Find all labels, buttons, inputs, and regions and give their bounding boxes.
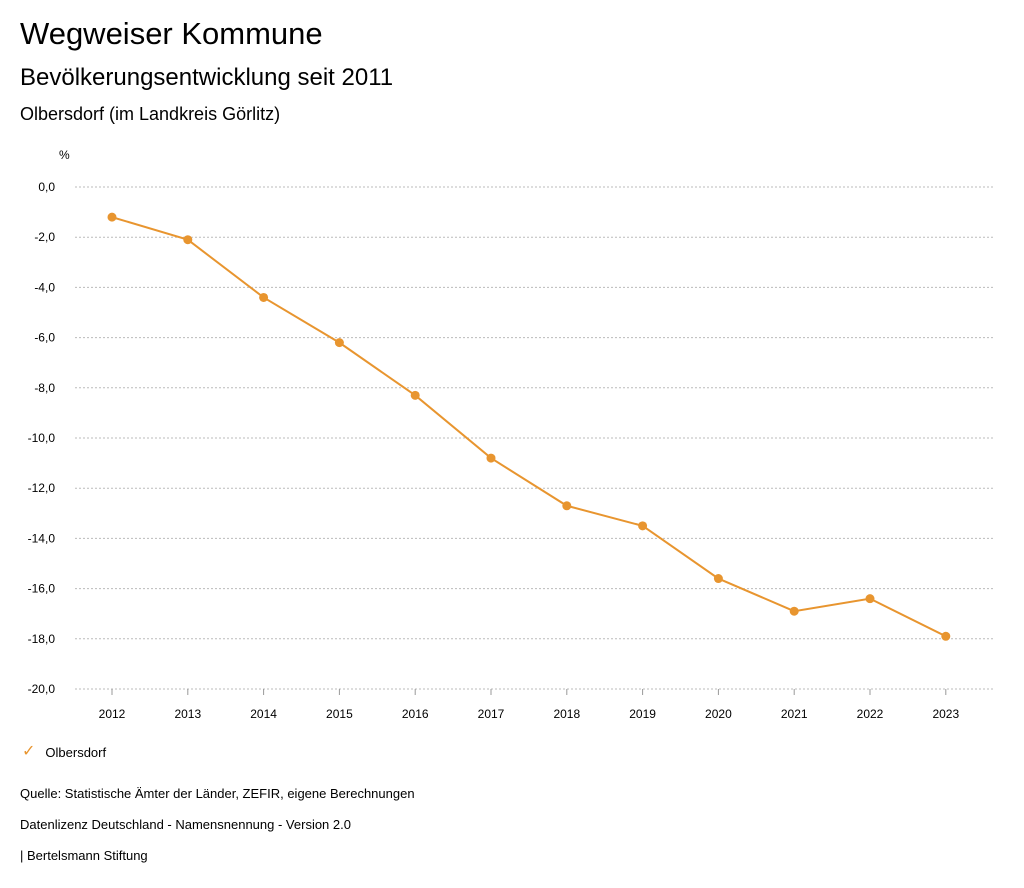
data-point[interactable]: [638, 521, 648, 531]
data-point[interactable]: [562, 501, 572, 511]
x-tick-label: 2023: [932, 707, 959, 721]
data-point[interactable]: [183, 235, 193, 245]
y-tick-label: -14,0: [28, 531, 56, 545]
x-tick-label: 2013: [174, 707, 201, 721]
data-point[interactable]: [713, 574, 723, 584]
y-tick-label: -18,0: [28, 632, 56, 646]
region-label: Olbersdorf (im Landkreis Görlitz): [20, 104, 281, 124]
chart-title: Wegweiser Kommune: [20, 16, 323, 51]
y-tick-label: -8,0: [34, 381, 55, 395]
data-point[interactable]: [486, 453, 496, 463]
data-point[interactable]: [865, 594, 875, 604]
checkmark-icon: ✓: [22, 743, 36, 760]
data-point[interactable]: [107, 212, 117, 222]
legend-label: Olbersdorf: [45, 744, 107, 760]
x-tick-label: 2021: [781, 707, 808, 721]
x-tick-label: 2018: [553, 707, 580, 721]
x-tick-label: 2012: [99, 707, 126, 721]
x-tick-label: 2017: [478, 707, 505, 721]
y-axis-unit-label: %: [59, 148, 70, 162]
y-tick-label: -16,0: [28, 582, 56, 596]
x-tick-label: 2019: [629, 707, 656, 721]
data-point[interactable]: [410, 390, 420, 400]
license-note: Datenlizenz Deutschland - Namensnennung …: [20, 817, 351, 832]
chart-subtitle: Bevölkerungsentwicklung seit 2011: [20, 64, 394, 91]
line-chart: % 0,0 -2,0 -4,0 -6,0 -8,0 -10,0 -12,0 -14,0 -16,…: [28, 148, 993, 721]
y-tick-label: -4,0: [34, 280, 55, 294]
data-point[interactable]: [259, 292, 269, 302]
source-note: Quelle: Statistische Ämter der Länder, Z…: [20, 786, 415, 801]
x-tick-label: 2016: [402, 707, 429, 721]
y-tick-label: -2,0: [34, 230, 55, 244]
data-point[interactable]: [941, 631, 951, 641]
x-tick-label: 2015: [326, 707, 353, 721]
y-tick-label: -6,0: [34, 331, 55, 345]
x-tick-label: 2020: [705, 707, 732, 721]
publisher-note: | Bertelsmann Stiftung: [20, 848, 148, 863]
y-tick-label: -20,0: [28, 682, 56, 696]
chart-legend[interactable]: ✓ Olbersdorf: [22, 744, 106, 760]
y-tick-label: 0,0: [38, 180, 55, 194]
y-tick-label: -12,0: [28, 481, 56, 495]
x-tick-label: 2022: [857, 707, 884, 721]
data-point[interactable]: [789, 606, 799, 616]
x-tick-label: 2014: [250, 707, 277, 721]
y-tick-label: -10,0: [28, 431, 56, 445]
series-line-olbersdorf: [111, 216, 947, 638]
data-point[interactable]: [334, 338, 344, 348]
